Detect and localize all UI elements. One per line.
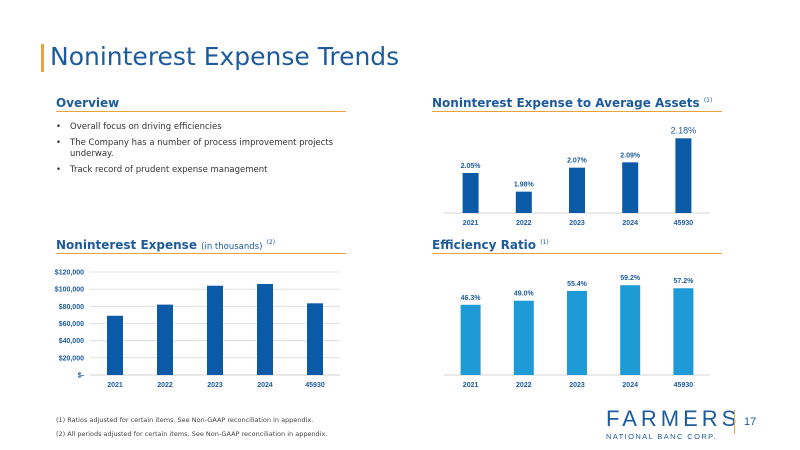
x-tick-label: 2022	[516, 382, 532, 389]
x-tick-label: 2021	[463, 220, 479, 227]
avg-assets-title: Noninterest Expense to Average Assets	[432, 96, 700, 110]
data-label: 2.18%	[671, 125, 697, 135]
x-tick-label: 2024	[257, 382, 273, 389]
y-tick-label: $-	[78, 373, 85, 380]
overview-rule	[56, 111, 346, 112]
x-tick-label: 45930	[674, 382, 694, 389]
title-accent-bar	[41, 44, 44, 72]
data-label: 2.07%	[567, 158, 588, 165]
data-label: 49.0%	[514, 291, 535, 298]
x-tick-label: 45930	[305, 382, 325, 389]
logo-divider	[734, 410, 735, 434]
bar	[107, 315, 123, 375]
bar	[257, 284, 273, 375]
y-tick-label: $120,000	[55, 270, 84, 277]
slide-title: Noninterest Expense Trends	[50, 42, 400, 71]
bar	[307, 303, 323, 375]
avg-assets-chart: 2.05% 2021 1.98% 2022 2.07% 2023 2.09% 2024 2.18…	[444, 125, 710, 227]
farmers-logo: FARMERS NATIONAL BANC CORP.	[606, 406, 741, 442]
y-tick-label: $100,000	[55, 287, 84, 294]
bar	[622, 162, 639, 213]
data-label: 46.3%	[461, 295, 482, 302]
overview-heading-text: Overview	[56, 96, 120, 110]
avg-assets-rule	[432, 111, 722, 112]
data-label: 2.09%	[620, 152, 641, 159]
x-tick-label: 2021	[463, 382, 479, 389]
nie-rule	[56, 253, 346, 254]
bar	[157, 304, 173, 375]
nie-title-sub: (in thousands)	[201, 242, 263, 252]
overview-list: Overall focus on driving efficiencies Th…	[56, 122, 341, 181]
nie-note: (2)	[266, 239, 276, 246]
footnote-2: (2) All periods adjusted for certain ite…	[56, 430, 328, 438]
bar	[515, 191, 532, 213]
x-tick-label: 2023	[569, 220, 585, 227]
x-tick-label: 2024	[622, 382, 638, 389]
efficiency-chart: 46.3% 2021 49.0% 2022 55.4% 2023 59.2% 2024 57.2…	[444, 275, 710, 389]
overview-bullet: The Company has a number of process impr…	[56, 138, 341, 160]
bar	[567, 290, 587, 375]
overview-bullet: Track record of prudent expense manageme…	[56, 165, 341, 176]
efficiency-heading: Efficiency Ratio (1)	[432, 238, 549, 252]
bar	[620, 285, 641, 375]
data-label: 57.2%	[673, 278, 694, 285]
bar	[673, 288, 694, 375]
x-tick-label: 2023	[569, 382, 585, 389]
bar	[569, 167, 585, 213]
data-label: 1.98%	[514, 182, 535, 189]
efficiency-rule	[432, 253, 722, 254]
y-tick-label: $40,000	[59, 338, 84, 345]
overview-bullet: Overall focus on driving efficiencies	[56, 122, 341, 133]
bar	[513, 300, 534, 375]
logo-wordmark: FARMERS	[606, 406, 741, 431]
x-tick-label: 45930	[674, 220, 694, 227]
bar	[460, 304, 481, 375]
y-tick-label: $80,000	[59, 304, 84, 311]
efficiency-note: (1)	[540, 239, 549, 246]
x-tick-label: 2024	[622, 220, 638, 227]
nie-chart: $- $20,000 $40,000 $60,000 $80,000 $100,000 $1…	[55, 270, 340, 389]
y-tick-label: $60,000	[59, 321, 84, 328]
bar	[462, 173, 479, 213]
nie-title: Noninterest Expense	[56, 238, 197, 252]
data-label: 2.05%	[461, 163, 482, 170]
nie-heading: Noninterest Expense (in thousands) (2)	[56, 238, 275, 252]
x-tick-label: 2023	[207, 382, 223, 389]
data-label: 55.4%	[567, 281, 588, 288]
x-tick-label: 2022	[516, 220, 532, 227]
bar	[675, 138, 692, 213]
y-tick-label: $20,000	[59, 355, 84, 362]
overview-heading: Overview	[56, 96, 119, 110]
data-label: 59.2%	[620, 275, 641, 282]
logo-tagline: NATIONAL BANC CORP.	[606, 432, 718, 441]
avg-assets-heading: Noninterest Expense to Average Assets (1…	[432, 96, 712, 110]
footnote-1: (1) Ratios adjusted for certain items. S…	[56, 416, 314, 424]
bar	[207, 285, 223, 375]
x-tick-label: 2022	[157, 382, 173, 389]
x-tick-label: 2021	[107, 382, 123, 389]
efficiency-title: Efficiency Ratio	[432, 238, 537, 252]
page-number: 17	[744, 416, 757, 428]
avg-assets-note: (1)	[703, 97, 713, 104]
